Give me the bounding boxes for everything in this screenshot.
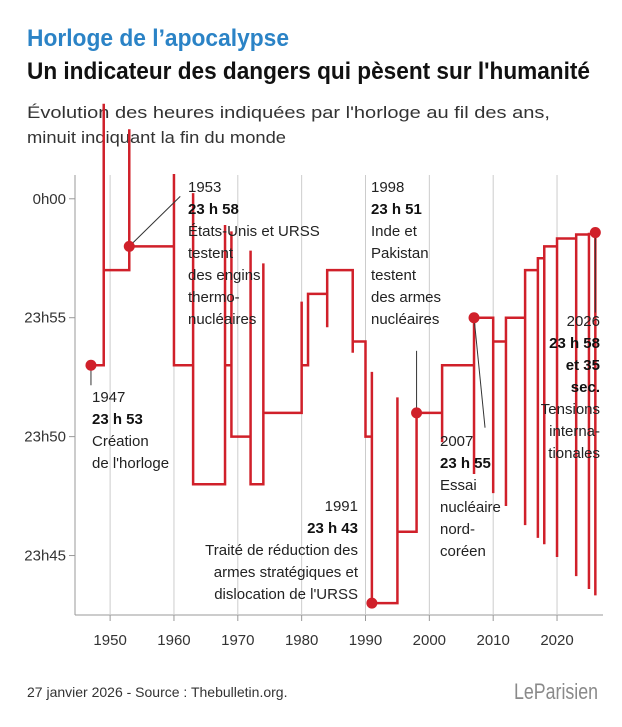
value-label: 23 h 55 [440, 455, 491, 472]
x-tick-label: 1960 [157, 632, 190, 649]
annotation-text: Essai [440, 477, 477, 494]
annotation-text: testent [371, 267, 417, 284]
description: minuit indiquant la fin du monde [27, 128, 286, 147]
annotation-text: interna- [549, 423, 600, 440]
annotation-text: tionales [548, 445, 600, 462]
x-tick-label: 2000 [413, 632, 446, 649]
annotation-year: 2026 [567, 313, 600, 330]
point [123, 240, 135, 252]
annotation-text: armes stratégiques et [214, 564, 359, 581]
value-label: sec. [571, 379, 600, 396]
x-tick-label: 2020 [540, 632, 573, 649]
y-tick-label: 23h45 [24, 548, 66, 565]
point [411, 407, 423, 419]
point [85, 359, 97, 371]
annotation-text: Inde et [371, 223, 418, 240]
annotation-text: de l'horloge [92, 455, 169, 472]
annotation-text: dislocation de l'URSS [214, 586, 358, 603]
annotation-text: nucléaires [371, 311, 439, 328]
annotation-text: des armes [371, 289, 441, 306]
value-label: 23 h 51 [371, 201, 422, 218]
chart-subtitle: Un indicateur des dangers qui pèsent sur… [27, 58, 590, 85]
annotation-text: Pakistan [371, 245, 429, 262]
annotation-text: Tensions [541, 401, 600, 418]
point [589, 227, 601, 239]
y-tick-label: 0h00 [33, 191, 66, 208]
annotation-year: 1991 [325, 498, 358, 515]
leader-line [128, 195, 181, 247]
annotation-text: Création [92, 433, 149, 450]
value-label: et 35 [566, 357, 600, 374]
y-tick-label: 23h50 [24, 429, 66, 446]
value-label: 23 h 43 [307, 520, 358, 537]
annotation-year: 2007 [440, 433, 473, 450]
x-tick-label: 1970 [221, 632, 254, 649]
annotation-year: 1953 [188, 179, 221, 196]
annotation-text: des engins [188, 267, 261, 284]
logo: LeParisien [514, 679, 598, 704]
x-tick-label: 1990 [349, 632, 382, 649]
annotation-year: 1998 [371, 179, 404, 196]
description: Évolution des heures indiquées par l'hor… [27, 103, 550, 122]
annotation-text: thermo- [188, 289, 240, 306]
chart-title: Horloge de l’apocalypse [27, 25, 289, 52]
y-tick-label: 23h55 [24, 310, 66, 327]
annotation-text: nucléaire [440, 499, 501, 516]
x-tick-label: 1950 [93, 632, 126, 649]
value-label: 23 h 58 [549, 335, 600, 352]
annotation-year: 1947 [92, 389, 125, 406]
annotation-text: États-Unis et URSS [188, 223, 320, 240]
x-tick-label: 1980 [285, 632, 318, 649]
step-line [90, 103, 597, 605]
point [468, 312, 480, 324]
annotation-text: Traité de réduction des [205, 542, 358, 559]
value-label: 23 h 58 [188, 201, 239, 218]
annotation-text: testent [188, 245, 234, 262]
point [366, 597, 378, 609]
annotation-text: nord- [440, 521, 475, 538]
annotation-text: nucléaires [188, 311, 256, 328]
value-label: 23 h 53 [92, 411, 143, 428]
leader-line [473, 317, 486, 428]
source: 27 janvier 2026 - Source : Thebulletin.o… [27, 684, 287, 700]
annotation-text: coréen [440, 543, 486, 560]
x-tick-label: 2010 [476, 632, 509, 649]
